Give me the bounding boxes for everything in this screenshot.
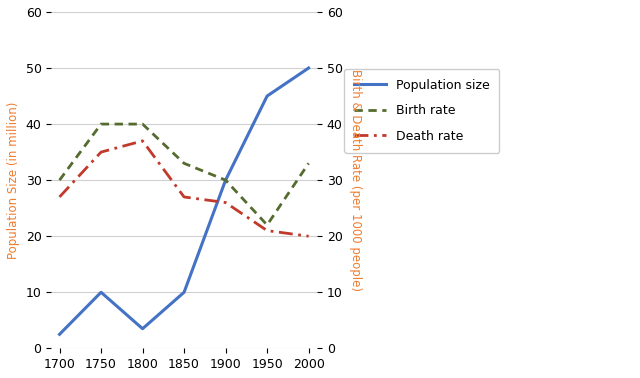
Death rate bbox=[56, 195, 63, 199]
Line: Death rate: Death rate bbox=[60, 141, 308, 236]
Death rate bbox=[263, 228, 271, 233]
Death rate bbox=[180, 195, 188, 199]
Population size bbox=[263, 94, 271, 98]
Line: Population size: Population size bbox=[60, 68, 308, 334]
Death rate bbox=[305, 234, 312, 239]
Death rate bbox=[97, 150, 105, 154]
Y-axis label: Birth & Death Rate (per 1000 people): Birth & Death Rate (per 1000 people) bbox=[349, 69, 362, 291]
Legend: Population size, Birth rate, Death rate: Population size, Birth rate, Death rate bbox=[344, 69, 499, 153]
Population size bbox=[180, 290, 188, 294]
Birth rate bbox=[305, 161, 312, 166]
Birth rate bbox=[139, 122, 147, 126]
Population size bbox=[221, 178, 229, 183]
Birth rate bbox=[180, 161, 188, 166]
Population size bbox=[97, 290, 105, 294]
Birth rate bbox=[221, 178, 229, 183]
Death rate bbox=[139, 139, 147, 143]
Birth rate bbox=[97, 122, 105, 126]
Birth rate bbox=[56, 178, 63, 183]
Birth rate bbox=[263, 223, 271, 227]
Population size bbox=[305, 66, 312, 70]
Y-axis label: Population Size (in million): Population Size (in million) bbox=[7, 101, 20, 259]
Death rate bbox=[221, 200, 229, 205]
Population size bbox=[139, 327, 147, 331]
Population size bbox=[56, 332, 63, 336]
Line: Birth rate: Birth rate bbox=[60, 124, 308, 225]
